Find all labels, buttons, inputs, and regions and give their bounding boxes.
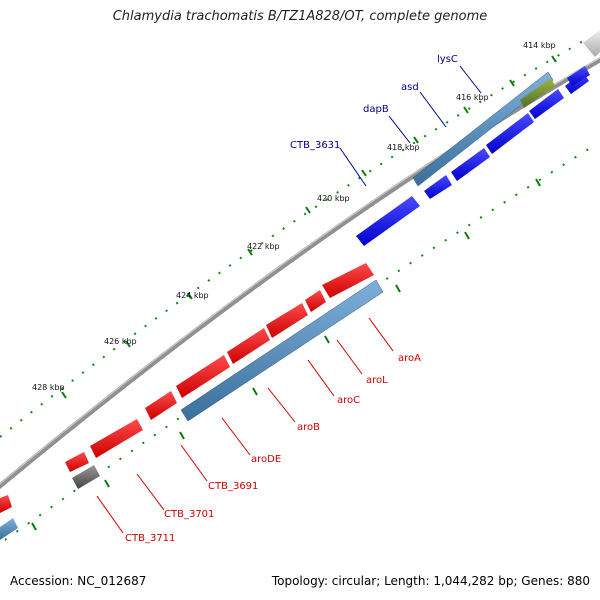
- tick-label-418: 418 kbp: [387, 143, 420, 152]
- outer-tick-ring: [0, 39, 586, 438]
- plus-strand-genes[interactable]: [356, 66, 590, 246]
- genome-backbone: [0, 56, 600, 490]
- gene-label-aroDE: aroDE: [251, 454, 281, 465]
- gene-label-aroA: aroA: [398, 353, 421, 364]
- gene-label-aroC: aroC: [337, 395, 360, 406]
- genome-summary-text: Topology: circular; Length: 1,044,282 bp…: [271, 574, 590, 588]
- tick-label-420: 420 kbp: [317, 194, 350, 203]
- minus-strand-other-features[interactable]: [0, 279, 384, 540]
- tick-label-426: 426 kbp: [104, 337, 137, 346]
- accession-text: Accession: NC_012687: [10, 574, 147, 588]
- gene-label-dapB: dapB: [363, 104, 389, 115]
- label-leaders: [96, 65, 482, 534]
- gene-label-asd: asd: [401, 82, 419, 93]
- tick-labels: 414 kbp 416 kbp 418 kbp 420 kbp 422 kbp …: [32, 41, 556, 392]
- gene-label-CTB_3691: CTB_3691: [208, 481, 258, 492]
- tick-label-422: 422 kbp: [247, 242, 280, 251]
- plus-strand-other-features[interactable]: [412, 30, 600, 187]
- plus-gene-labels: lysC asd dapB CTB_3631: [290, 54, 458, 151]
- gene-label-CTB_3711: CTB_3711: [125, 533, 175, 544]
- gene-label-lysC: lysC: [437, 54, 458, 65]
- minus-strand-genes[interactable]: [0, 263, 374, 513]
- major-ticks: [31, 55, 557, 531]
- gene-label-CTB_3631: CTB_3631: [290, 140, 340, 151]
- gene-label-aroB: aroB: [297, 422, 320, 433]
- tick-label-414: 414 kbp: [523, 41, 556, 50]
- tick-label-416: 416 kbp: [456, 93, 489, 102]
- gene-label-aroL: aroL: [366, 375, 388, 386]
- minus-gene-labels: aroA aroL aroC aroB aroDE CTB_3691 CTB_3…: [125, 353, 421, 544]
- gene-label-CTB_3701: CTB_3701: [164, 509, 214, 520]
- tick-label-424: 424 kbp: [176, 291, 209, 300]
- map-title: Chlamydia trachomatis B/TZ1A828/OT, comp…: [112, 9, 488, 24]
- tick-label-428: 428 kbp: [32, 383, 65, 392]
